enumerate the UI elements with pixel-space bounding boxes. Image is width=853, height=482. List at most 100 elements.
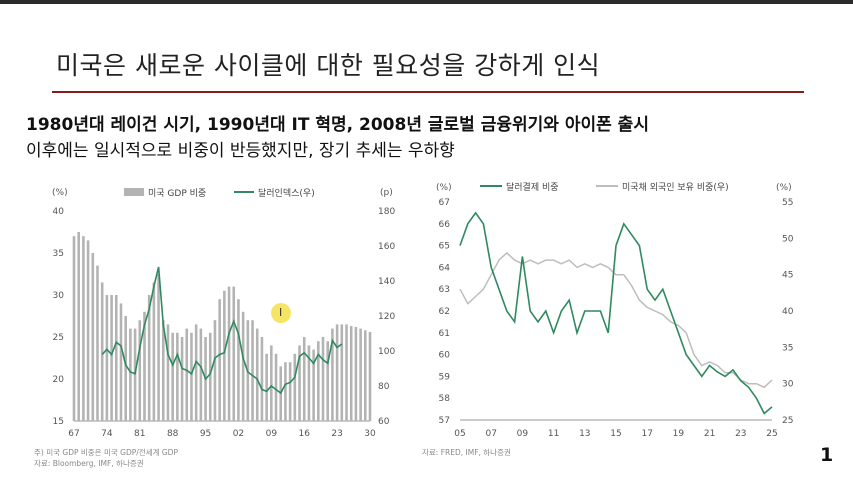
chart1-gdp-bar <box>288 362 292 421</box>
chart1-gdp-bar <box>270 345 273 421</box>
chart1-legend-bar-label: 미국 GDP 비중 <box>148 188 206 199</box>
chart2-ytick-right: 25 <box>782 416 793 426</box>
chart2-xtick: 05 <box>454 429 465 439</box>
chart1-xtick: 16 <box>298 429 310 439</box>
chart2-xtick: 07 <box>485 429 496 439</box>
chart1-gdp-bar <box>274 353 278 421</box>
chart1-gdp-bar <box>133 328 137 421</box>
chart1-legend: 미국 GDP 비중 달러인덱스(우) <box>124 187 315 199</box>
gdp-dollar-index-chart: (%) (p) 미국 GDP 비중 달러인덱스(우) 40 35 30 25 20 15 1… <box>34 187 395 468</box>
chart1-ytick-right: 180 <box>378 207 395 217</box>
chart2-ytick-left: 57 <box>439 416 450 426</box>
dollar-share-chart: (%) (%) 달러결제 비중 미국채 외국인 보유 비중(우) 67 66 65 6… <box>422 181 794 457</box>
chart1-dollar-index-line <box>101 266 343 395</box>
chart1-gdp-bar <box>161 320 165 421</box>
chart1-legend-line-label: 달러인덱스(우) <box>258 187 315 199</box>
chart2-ytick-right: 35 <box>782 343 793 353</box>
chart1-gdp-bar <box>176 332 179 421</box>
chart2-ytick-left: 66 <box>439 220 451 230</box>
chart2-ytick-left: 61 <box>439 329 450 339</box>
chart1-ytick-right: 60 <box>378 417 390 427</box>
pointer-highlight <box>271 303 291 323</box>
chart1-gdp-bar <box>91 253 95 421</box>
chart1-ytick-left: 40 <box>53 207 65 217</box>
page-number: 1 <box>820 444 834 466</box>
chart1-xtick: 81 <box>134 429 145 439</box>
chart1-gdp-bar <box>284 362 287 421</box>
chart1-gdp-bar <box>119 303 123 421</box>
chart2-ytick-left: 67 <box>439 198 450 208</box>
chart1-gdp-bar <box>166 324 170 421</box>
chart1-gdp-bar <box>171 332 174 421</box>
chart1-source: 자료: Bloomberg, IMF, 하나증권 <box>34 458 144 468</box>
chart2-ytick-left: 59 <box>439 372 451 382</box>
chart1-gdp-bar <box>143 311 146 421</box>
chart1-ytick-right: 120 <box>378 312 395 322</box>
chart1-xtick: 02 <box>233 429 244 439</box>
chart1-ytick-right: 140 <box>378 277 395 287</box>
chart1-gdp-bar <box>251 320 254 421</box>
chart1-ylabel-right: (p) <box>380 188 393 198</box>
chart1-gdp-bar <box>190 332 193 421</box>
chart1-legend-bar-swatch <box>124 188 144 196</box>
chart1-gdp-bar <box>138 320 142 421</box>
chart1-gdp-bar <box>321 337 325 421</box>
chart1-gdp-bar <box>265 353 268 421</box>
chart2-ytick-right: 50 <box>782 234 794 244</box>
chart1-gdp-bar <box>237 299 240 421</box>
chart2-ytick-right: 30 <box>782 380 794 390</box>
chart1-gdp-bar <box>86 240 90 421</box>
chart1-gdp-bar <box>157 274 160 421</box>
chart1-xtick: 67 <box>68 429 79 439</box>
chart1-gdp-bar <box>72 236 76 421</box>
chart1-ylabel-left: (%) <box>52 188 68 198</box>
chart1-xtick: 30 <box>364 429 376 439</box>
chart2-dollar-settlement-line <box>459 211 773 415</box>
chart1-gdp-bar <box>302 337 306 421</box>
chart1-gdp-bar <box>100 282 104 421</box>
chart1-gdp-bar <box>194 324 198 421</box>
chart2-source: 자료: FRED, IMF, 하나증권 <box>422 447 511 457</box>
chart1-gdp-bar <box>218 299 221 421</box>
chart1-gdp-bar <box>345 324 348 421</box>
chart1-gdp-bar <box>208 332 212 421</box>
chart1-gdp-bar <box>213 320 217 421</box>
chart1-gdp-bar <box>260 337 264 421</box>
chart1-gdp-bar <box>331 328 334 421</box>
chart1-gdp-bar <box>199 328 203 421</box>
chart1-gdp-bar <box>110 295 113 421</box>
chart2-ylabel-right: (%) <box>776 183 792 193</box>
chart1-ytick-left: 20 <box>53 375 65 385</box>
chart2-xtick: 13 <box>579 429 590 439</box>
chart1-gdp-bar <box>232 286 236 421</box>
chart1-gdp-bar <box>298 345 301 421</box>
chart2-xtick: 09 <box>517 429 529 439</box>
chart1-xtick: 74 <box>101 429 113 439</box>
chart1-gdp-bar <box>317 341 320 421</box>
chart1-gdp-bar <box>349 326 353 421</box>
chart2-ytick-left: 63 <box>439 285 450 295</box>
chart1-gdp-bar <box>368 331 372 421</box>
chart1-xtick: 09 <box>266 429 278 439</box>
chart1-gdp-bar <box>255 328 259 421</box>
chart2-ytick-left: 64 <box>439 263 451 273</box>
chart1-ytick-right: 80 <box>378 382 390 392</box>
chart1-gdp-bar <box>312 349 315 421</box>
chart2-xtick: 19 <box>673 429 685 439</box>
chart2-xtick: 17 <box>641 429 652 439</box>
chart2-xtick: 25 <box>766 429 777 439</box>
chart2-xtick: 21 <box>704 429 715 439</box>
chart1-gdp-bar <box>82 236 85 421</box>
chart2-legend: 달러결제 비중 미국채 외국인 보유 비중(우) <box>480 181 729 193</box>
chart1-gdp-bar <box>340 324 344 421</box>
chart1-gdp-bar <box>364 330 367 421</box>
chart1-xtick: 23 <box>331 429 342 439</box>
slide-title: 미국은 새로운 사이클에 대한 필요성을 강하게 인식 <box>56 51 601 80</box>
chart1-ytick-left: 25 <box>53 333 64 343</box>
chart1-gdp-bar <box>326 341 330 421</box>
chart2-ylabel-left: (%) <box>436 183 452 193</box>
title-underline <box>52 91 804 93</box>
chart2-ytick-right: 55 <box>782 198 793 208</box>
chart1-gdp-bar <box>152 282 156 421</box>
chart1-gdp-bar <box>227 286 231 421</box>
